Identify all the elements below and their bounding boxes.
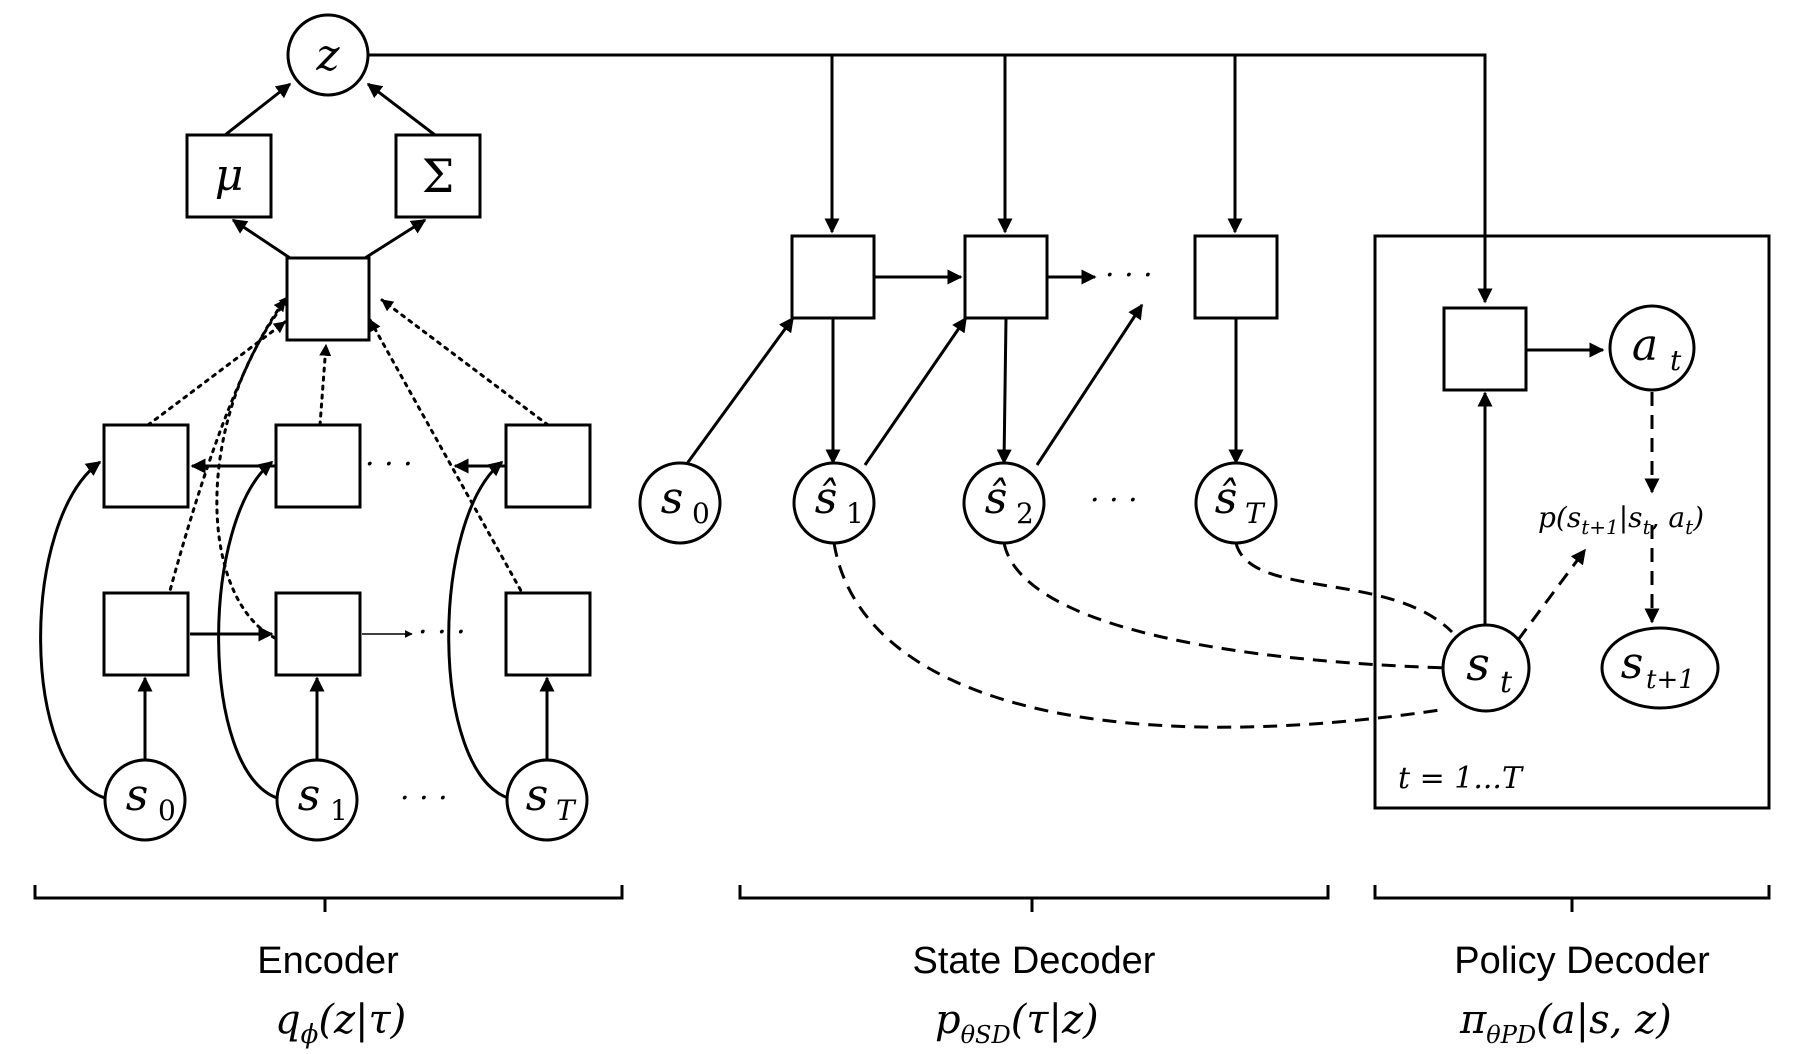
encoder-sT-node (505, 758, 589, 842)
action-at-label: a (1632, 320, 1658, 371)
decoder-sh2-label: ŝ (985, 473, 1008, 524)
mu-label: μ (215, 150, 244, 201)
decoder-sh1-label: ŝ (815, 473, 838, 524)
state-st-label: s (1466, 637, 1490, 691)
decoder-s0-label: s (661, 473, 684, 524)
action-at-node (1608, 304, 1696, 392)
encoder-s1-node (275, 758, 359, 842)
decoder-sh1-sub: 1 (846, 497, 864, 530)
sigma-label: Σ (422, 149, 455, 203)
encoder-sT-sub: T (556, 794, 577, 827)
dotted-edge-f3 (368, 318, 527, 600)
encoder-title: Encoder (257, 940, 399, 982)
backward-ellipsis: · · · (365, 447, 413, 482)
forward-rnn-box-2 (274, 591, 362, 677)
decoder-rnn-box-1 (790, 234, 876, 320)
mu-to-z-edge (224, 82, 292, 137)
policy-decoder-brace (1373, 885, 1771, 912)
agg-to-sigma-edge (364, 218, 427, 260)
sh2-to-st-dashed-edge (1002, 542, 1449, 670)
s1-to-backward-edge (217, 460, 278, 800)
next-state-node (1600, 626, 1720, 710)
dotted-edge-b3 (380, 298, 550, 427)
action-at-sub: t (1670, 344, 1682, 377)
decoder-box-ellipsis: · · · (1105, 258, 1153, 293)
sT-to-backward-edge (447, 460, 509, 800)
sigma-to-z-edge (366, 82, 436, 137)
aggregator-box (285, 256, 371, 342)
encoder-s0-sub: 0 (158, 794, 176, 827)
policy-rnn-box (1442, 306, 1528, 392)
forward-rnn-box-3 (504, 591, 592, 677)
dotted-edge-b1 (146, 320, 287, 427)
state-decoder-brace (738, 885, 1330, 912)
encoder-sT-label: s (526, 770, 549, 821)
decoder-s0-sub: 0 (692, 497, 710, 530)
state-st-node (1441, 623, 1531, 713)
states-ellipsis: · · · (400, 781, 448, 816)
dashed-links (832, 542, 1454, 729)
state-decoder-title: State Decoder (913, 940, 1156, 982)
z-to-policy-edge (368, 53, 1493, 304)
dotted-edge-b2 (318, 343, 332, 427)
agg-to-mu-edge (231, 218, 291, 260)
policy-decoder-section: t = 1...T a t p(st+1|st, at) s t s t+1 P… (1373, 234, 1771, 1049)
sh1-to-st-dashed-edge (832, 542, 1441, 729)
decoder-rnn-box-2 (963, 234, 1049, 320)
st-to-dynamics-edge (1516, 548, 1587, 641)
encoder-s1-sub: 1 (330, 794, 348, 827)
backward-rnn-box-2 (274, 423, 362, 509)
encoder-s0-node (103, 758, 187, 842)
encoder-s0-label: s (126, 770, 149, 821)
latent-z-label: z (315, 30, 340, 81)
state-decoder-formula: pθSD(τ|z) (935, 997, 1099, 1049)
encoder-brace (33, 885, 624, 912)
encoder-section: · · · · · · z μ Σ s 0 s 1 · · · (33, 13, 624, 1050)
s0-to-backward-edge (39, 460, 106, 800)
dynamics-label: p(st+1|st, at) (1538, 501, 1704, 539)
decoder-shT-label: ŝ (1215, 473, 1238, 524)
dotted-edge-f1 (166, 298, 287, 600)
backward-rnn-box-1 (102, 423, 190, 509)
encoder-s1-label: s (298, 770, 321, 821)
sigma-box (394, 133, 482, 219)
forward-rnn-box-1 (102, 591, 190, 677)
latent-broadcast (368, 53, 1493, 304)
sh2-to-decoder-edge (1035, 303, 1144, 466)
decoder-sh2-sub: 2 (1016, 497, 1034, 530)
policy-decoder-title: Policy Decoder (1454, 940, 1710, 982)
policy-decoder-formula: πθPD(a|s, z) (1459, 997, 1672, 1049)
state-st-sub: t (1500, 665, 1513, 700)
dotted-edge-f2 (215, 294, 292, 640)
decoder-rnn-box-3 (1193, 234, 1279, 320)
next-state-sub: t+1 (1646, 665, 1695, 695)
decoder-shT-sub: T (1245, 497, 1266, 530)
state-decoder-section: · · · s 0 ŝ 1 ŝ 2 · · · ŝ T State Decode… (638, 234, 1330, 1049)
decoder-s0-node (638, 461, 722, 545)
s0-to-decoder-edge (684, 316, 795, 466)
forward-ellipsis: · · · (418, 615, 466, 650)
shT-to-st-dashed-edge (1234, 542, 1454, 634)
next-state-label: s (1621, 638, 1644, 689)
encoder-formula: qϕ(z|τ) (275, 997, 406, 1050)
backward-rnn-box-3 (504, 423, 592, 509)
sh1-to-decoder-edge (863, 316, 968, 466)
plate-label: t = 1...T (1398, 761, 1524, 796)
mu-box (185, 133, 273, 219)
decoder-state-ellipsis: · · · (1090, 483, 1138, 518)
decoder2-to-sh2-edge (996, 317, 1012, 465)
time-plate (1373, 234, 1771, 810)
